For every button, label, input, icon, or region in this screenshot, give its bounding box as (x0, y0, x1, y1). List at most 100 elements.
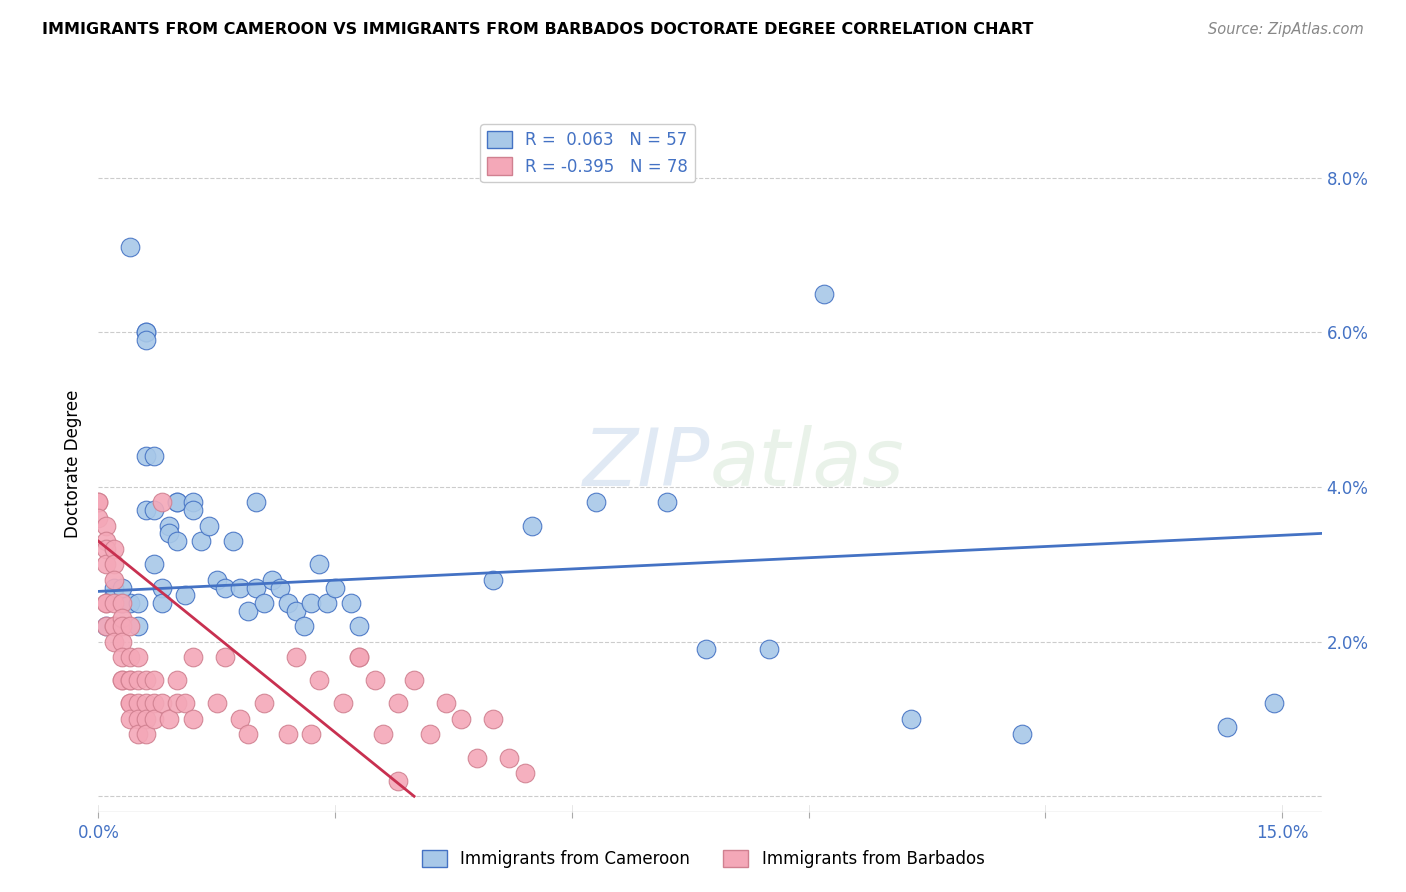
Point (111, 596, 134, 610)
Point (118, 712, 141, 726)
Point (585, 495, 607, 509)
Point (419, 727, 441, 741)
Point (260, 573, 283, 587)
Point (159, 526, 181, 541)
Point (118, 596, 141, 610)
Point (229, 712, 252, 726)
Point (238, 604, 260, 618)
Point (96, 619, 118, 633)
Point (214, 581, 236, 595)
Point (142, 503, 165, 517)
Point (655, 495, 678, 509)
Point (127, 712, 149, 726)
Point (96, 596, 118, 610)
Point (150, 697, 173, 711)
Point (118, 673, 141, 688)
Point (118, 697, 141, 711)
Point (253, 596, 276, 610)
Point (166, 673, 188, 688)
Text: ZIP: ZIP (582, 425, 710, 503)
Point (284, 604, 307, 618)
Point (522, 518, 544, 533)
Point (813, 286, 835, 301)
Point (340, 596, 363, 610)
Legend: R =  0.063   N = 57, R = -0.395   N = 78: R = 0.063 N = 57, R = -0.395 N = 78 (481, 124, 695, 182)
Point (103, 588, 125, 602)
Legend: Immigrants from Cameroon, Immigrants from Barbados: Immigrants from Cameroon, Immigrants fro… (415, 843, 991, 875)
Point (111, 596, 134, 610)
Point (127, 673, 149, 688)
Point (269, 581, 291, 595)
Point (142, 449, 165, 463)
Point (111, 673, 134, 688)
Point (900, 712, 922, 726)
Point (434, 697, 457, 711)
Point (142, 697, 165, 711)
Point (166, 534, 188, 549)
Point (387, 773, 409, 788)
Point (118, 650, 141, 665)
Text: IMMIGRANTS FROM CAMEROON VS IMMIGRANTS FROM BARBADOS DOCTORATE DEGREE CORRELATIO: IMMIGRANTS FROM CAMEROON VS IMMIGRANTS F… (42, 22, 1033, 37)
Point (96, 518, 118, 533)
Point (482, 573, 505, 587)
Point (347, 650, 370, 665)
Point (404, 673, 426, 688)
Point (695, 642, 717, 657)
Point (135, 449, 157, 463)
Point (253, 697, 276, 711)
Point (292, 619, 315, 633)
Point (301, 596, 323, 610)
Point (308, 673, 330, 688)
Point (103, 619, 125, 633)
Point (118, 697, 141, 711)
Point (758, 642, 780, 657)
Point (142, 712, 165, 726)
Point (135, 673, 157, 688)
Point (450, 712, 472, 726)
Point (118, 619, 141, 633)
Point (111, 673, 134, 688)
Point (181, 650, 204, 665)
Point (316, 596, 339, 610)
Point (103, 541, 125, 556)
Point (127, 650, 149, 665)
Point (103, 596, 125, 610)
Point (111, 581, 134, 595)
Point (111, 619, 134, 633)
Point (96, 534, 118, 549)
Point (1263, 697, 1285, 711)
Text: atlas: atlas (710, 425, 905, 503)
Point (103, 619, 125, 633)
Point (245, 495, 267, 509)
Point (482, 712, 505, 726)
Point (96, 558, 118, 572)
Point (323, 581, 346, 595)
Point (205, 697, 228, 711)
Point (205, 573, 228, 587)
Point (135, 697, 157, 711)
Point (103, 581, 125, 595)
Point (190, 534, 212, 549)
Point (103, 558, 125, 572)
Point (103, 634, 125, 648)
Point (135, 503, 157, 517)
Point (301, 727, 323, 741)
Point (87, 495, 110, 509)
Point (198, 518, 221, 533)
Point (96, 541, 118, 556)
Point (229, 581, 252, 595)
Point (87, 511, 110, 525)
Point (150, 495, 173, 509)
Point (159, 518, 181, 533)
Point (387, 697, 409, 711)
Point (284, 650, 307, 665)
Point (135, 326, 157, 340)
Point (87, 495, 110, 509)
Point (465, 750, 488, 764)
Point (118, 673, 141, 688)
Point (181, 712, 204, 726)
Point (111, 650, 134, 665)
Point (181, 503, 204, 517)
Point (277, 727, 299, 741)
Point (96, 619, 118, 633)
